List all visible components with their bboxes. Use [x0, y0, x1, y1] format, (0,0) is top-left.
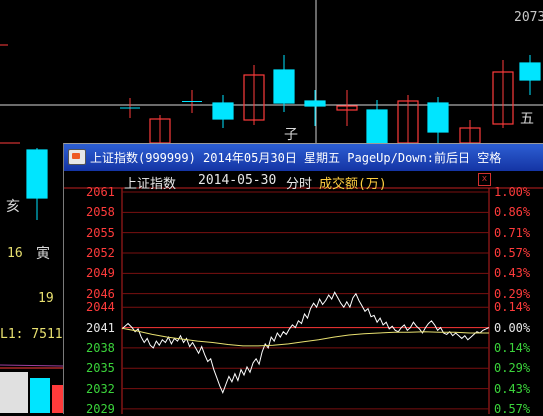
branch-label-hai: 亥 [6, 199, 20, 215]
percent-tick-label: 0.14% [494, 340, 531, 355]
candle-body [26, 149, 48, 199]
candle-body [243, 74, 265, 121]
candle-body [304, 100, 326, 107]
candle-body [336, 105, 358, 111]
percent-tick-label: 0.43% [494, 266, 531, 281]
price-tick-label: 2055 [86, 225, 115, 240]
percent-tick-label: 0.29% [494, 286, 531, 301]
percent-tick-label: 0.43% [494, 381, 531, 396]
price-tick-label: 2035 [86, 361, 115, 376]
percent-tick-label: 0.71% [494, 225, 531, 240]
close-chart-button[interactable]: x [478, 173, 491, 186]
index-name: 上证指数 [124, 177, 177, 192]
window-title: 上证指数(999999) 2014年05月30日 星期五 PageUp/Down… [90, 151, 502, 165]
percent-tick-label: 0.00% [494, 320, 531, 335]
branch-label-zi: 子 [284, 127, 298, 143]
price-tick-label: 2044 [86, 300, 115, 315]
label-16: 16 [7, 246, 23, 261]
candle-body [366, 109, 388, 144]
percent-tick-label: 1.00% [494, 185, 531, 199]
price-tick-label: 2061 [86, 185, 115, 199]
percent-tick-label: 0.14% [494, 300, 531, 315]
percent-tick-label: 0.57% [494, 246, 531, 260]
volume-bar [0, 372, 28, 413]
intraday-chart[interactable] [64, 171, 543, 414]
label-19: 19 [38, 291, 54, 306]
price-line [121, 291, 490, 395]
price-tick-label: 2058 [86, 205, 115, 220]
volume-l1-label: L1: 7511 [0, 327, 63, 342]
candle-body [273, 69, 295, 104]
app-icon [68, 149, 86, 165]
candle-body [519, 62, 541, 81]
intraday-window[interactable]: 上证指数(999999) 2014年05月30日 星期五 PageUp/Down… [63, 143, 543, 416]
volume-bar [30, 378, 50, 413]
price-tick-label: 2029 [86, 401, 115, 416]
top-right-price-label: 2073 [514, 10, 543, 25]
branch-label-yin: 寅 [36, 246, 50, 262]
chart-bg [64, 171, 543, 414]
price-tick-label: 2038 [86, 340, 115, 355]
volume-bar [52, 385, 63, 413]
price-tick-label: 2041 [86, 320, 115, 335]
price-tick-label: 2046 [86, 286, 115, 301]
chart-mode: 分时 [286, 177, 313, 192]
title-bar[interactable]: 上证指数(999999) 2014年05月30日 星期五 PageUp/Down… [64, 144, 543, 171]
percent-tick-label: 0.86% [494, 205, 531, 220]
price-tick-label: 2049 [86, 266, 115, 281]
percent-tick-label: 0.29% [494, 361, 531, 376]
candle-body [212, 102, 234, 120]
chart-date: 2014-05-30 [198, 173, 277, 188]
average-price-line [121, 327, 489, 347]
label-wu: 五 [520, 111, 534, 127]
price-tick-label: 2052 [86, 246, 115, 260]
candle-body [427, 102, 449, 133]
volume-label: 成交额(万) [319, 177, 387, 192]
price-tick-label: 2032 [86, 381, 115, 396]
candle-body [492, 71, 514, 125]
percent-tick-label: 0.57% [494, 401, 531, 416]
volume-line [0, 364, 64, 367]
